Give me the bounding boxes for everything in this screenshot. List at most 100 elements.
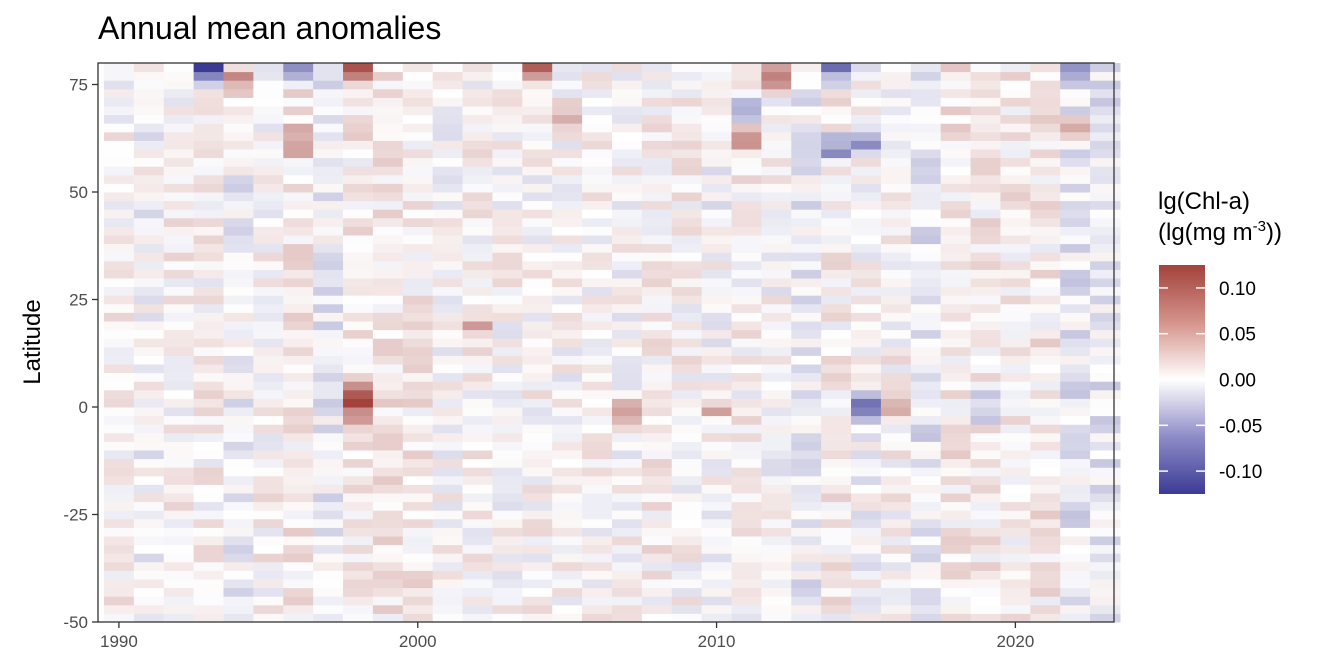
heatmap-cell bbox=[193, 140, 224, 150]
heatmap-cell bbox=[402, 166, 434, 176]
heatmap-cell bbox=[821, 157, 852, 167]
heatmap-cell bbox=[1060, 389, 1091, 399]
heatmap-cell bbox=[402, 536, 434, 546]
heatmap-cell bbox=[372, 544, 404, 554]
heatmap-cell bbox=[761, 613, 792, 623]
heatmap-cell bbox=[103, 217, 135, 227]
heatmap-cell bbox=[253, 579, 284, 589]
heatmap-cell bbox=[1000, 88, 1031, 98]
heatmap-cell bbox=[253, 441, 284, 451]
heatmap-cell bbox=[343, 346, 374, 356]
heatmap-cell bbox=[432, 518, 464, 528]
heatmap-cell bbox=[223, 123, 254, 133]
heatmap-cell bbox=[253, 450, 284, 460]
heatmap-cell bbox=[582, 252, 613, 262]
heatmap-cell bbox=[343, 364, 374, 374]
heatmap-cell bbox=[910, 450, 942, 460]
heatmap-cell bbox=[791, 364, 822, 374]
heatmap-cell bbox=[133, 398, 165, 408]
heatmap-cell bbox=[671, 501, 703, 511]
heatmap-cell bbox=[731, 71, 762, 81]
heatmap-cell bbox=[103, 510, 135, 520]
heatmap-cell bbox=[641, 536, 673, 546]
heatmap-cell bbox=[432, 544, 464, 554]
heatmap-cell bbox=[163, 140, 195, 150]
heatmap-cell bbox=[611, 561, 643, 571]
heatmap-cell bbox=[791, 278, 822, 288]
heatmap-cell bbox=[701, 604, 732, 614]
heatmap-cell bbox=[671, 561, 703, 571]
heatmap-cell bbox=[1030, 286, 1061, 296]
heatmap-cell bbox=[1000, 544, 1031, 554]
heatmap-cell bbox=[492, 235, 523, 245]
heatmap-cell bbox=[821, 501, 852, 511]
heatmap-cell bbox=[701, 587, 732, 597]
heatmap-cell bbox=[552, 407, 583, 417]
heatmap-cell bbox=[133, 243, 165, 253]
heatmap-cell bbox=[253, 527, 284, 537]
heatmap-cell bbox=[223, 587, 254, 597]
heatmap-cell bbox=[432, 114, 464, 124]
heatmap-cell bbox=[432, 131, 464, 141]
heatmap-cell bbox=[492, 527, 523, 537]
heatmap-cell bbox=[761, 518, 792, 528]
heatmap-cell bbox=[1090, 510, 1121, 520]
heatmap-cell bbox=[343, 372, 374, 382]
heatmap-cell bbox=[641, 243, 673, 253]
heatmap-cell bbox=[1030, 381, 1061, 391]
heatmap-cell bbox=[103, 364, 135, 374]
heatmap-cell bbox=[970, 63, 1001, 73]
heatmap-cell bbox=[432, 140, 464, 150]
heatmap-cell bbox=[462, 286, 493, 296]
heatmap-cell bbox=[163, 174, 195, 184]
heatmap-cell bbox=[880, 192, 912, 202]
heatmap-cell bbox=[582, 312, 613, 322]
heatmap-cell bbox=[761, 63, 792, 73]
heatmap-cell bbox=[1030, 415, 1061, 425]
heatmap-cell bbox=[313, 97, 344, 107]
heatmap-cell bbox=[283, 484, 314, 494]
heatmap-cell bbox=[402, 303, 434, 313]
heatmap-cell bbox=[283, 200, 314, 210]
heatmap-cell bbox=[641, 321, 673, 331]
heatmap-cell bbox=[701, 329, 732, 339]
heatmap-cell bbox=[641, 166, 673, 176]
heatmap-cell bbox=[1060, 114, 1091, 124]
heatmap-cell bbox=[880, 415, 912, 425]
heatmap-cell bbox=[253, 372, 284, 382]
heatmap-cell bbox=[462, 407, 493, 417]
heatmap-cell bbox=[522, 579, 553, 589]
heatmap-cell bbox=[522, 467, 553, 477]
heatmap-cell bbox=[462, 71, 493, 81]
heatmap-cell bbox=[103, 467, 135, 477]
heatmap-cell bbox=[761, 88, 792, 98]
heatmap-cell bbox=[402, 192, 434, 202]
heatmap-cell bbox=[103, 613, 135, 623]
heatmap-cell bbox=[253, 493, 284, 503]
heatmap-cell bbox=[193, 561, 224, 571]
heatmap-cell bbox=[582, 510, 613, 520]
heatmap-cell bbox=[283, 88, 314, 98]
heatmap-cell bbox=[103, 536, 135, 546]
heatmap-cell bbox=[253, 166, 284, 176]
heatmap-cell bbox=[133, 553, 165, 563]
heatmap-cell bbox=[163, 80, 195, 90]
heatmap-cell bbox=[552, 493, 583, 503]
heatmap-cell bbox=[462, 544, 493, 554]
heatmap-cell bbox=[402, 381, 434, 391]
y-tick-label: -25 bbox=[63, 506, 88, 525]
heatmap-cell bbox=[492, 475, 523, 485]
heatmap-cell bbox=[402, 286, 434, 296]
x-tick-label: 2020 bbox=[996, 632, 1034, 651]
heatmap-cell bbox=[432, 329, 464, 339]
heatmap-cell bbox=[1030, 510, 1061, 520]
heatmap-cell bbox=[313, 278, 344, 288]
heatmap-cell bbox=[910, 114, 942, 124]
heatmap-cell bbox=[940, 527, 972, 537]
heatmap-cell bbox=[522, 157, 553, 167]
heatmap-cell bbox=[283, 561, 314, 571]
heatmap-cell bbox=[283, 174, 314, 184]
heatmap-cell bbox=[163, 407, 195, 417]
heatmap-cell bbox=[492, 63, 523, 73]
heatmap-cell bbox=[133, 458, 165, 468]
